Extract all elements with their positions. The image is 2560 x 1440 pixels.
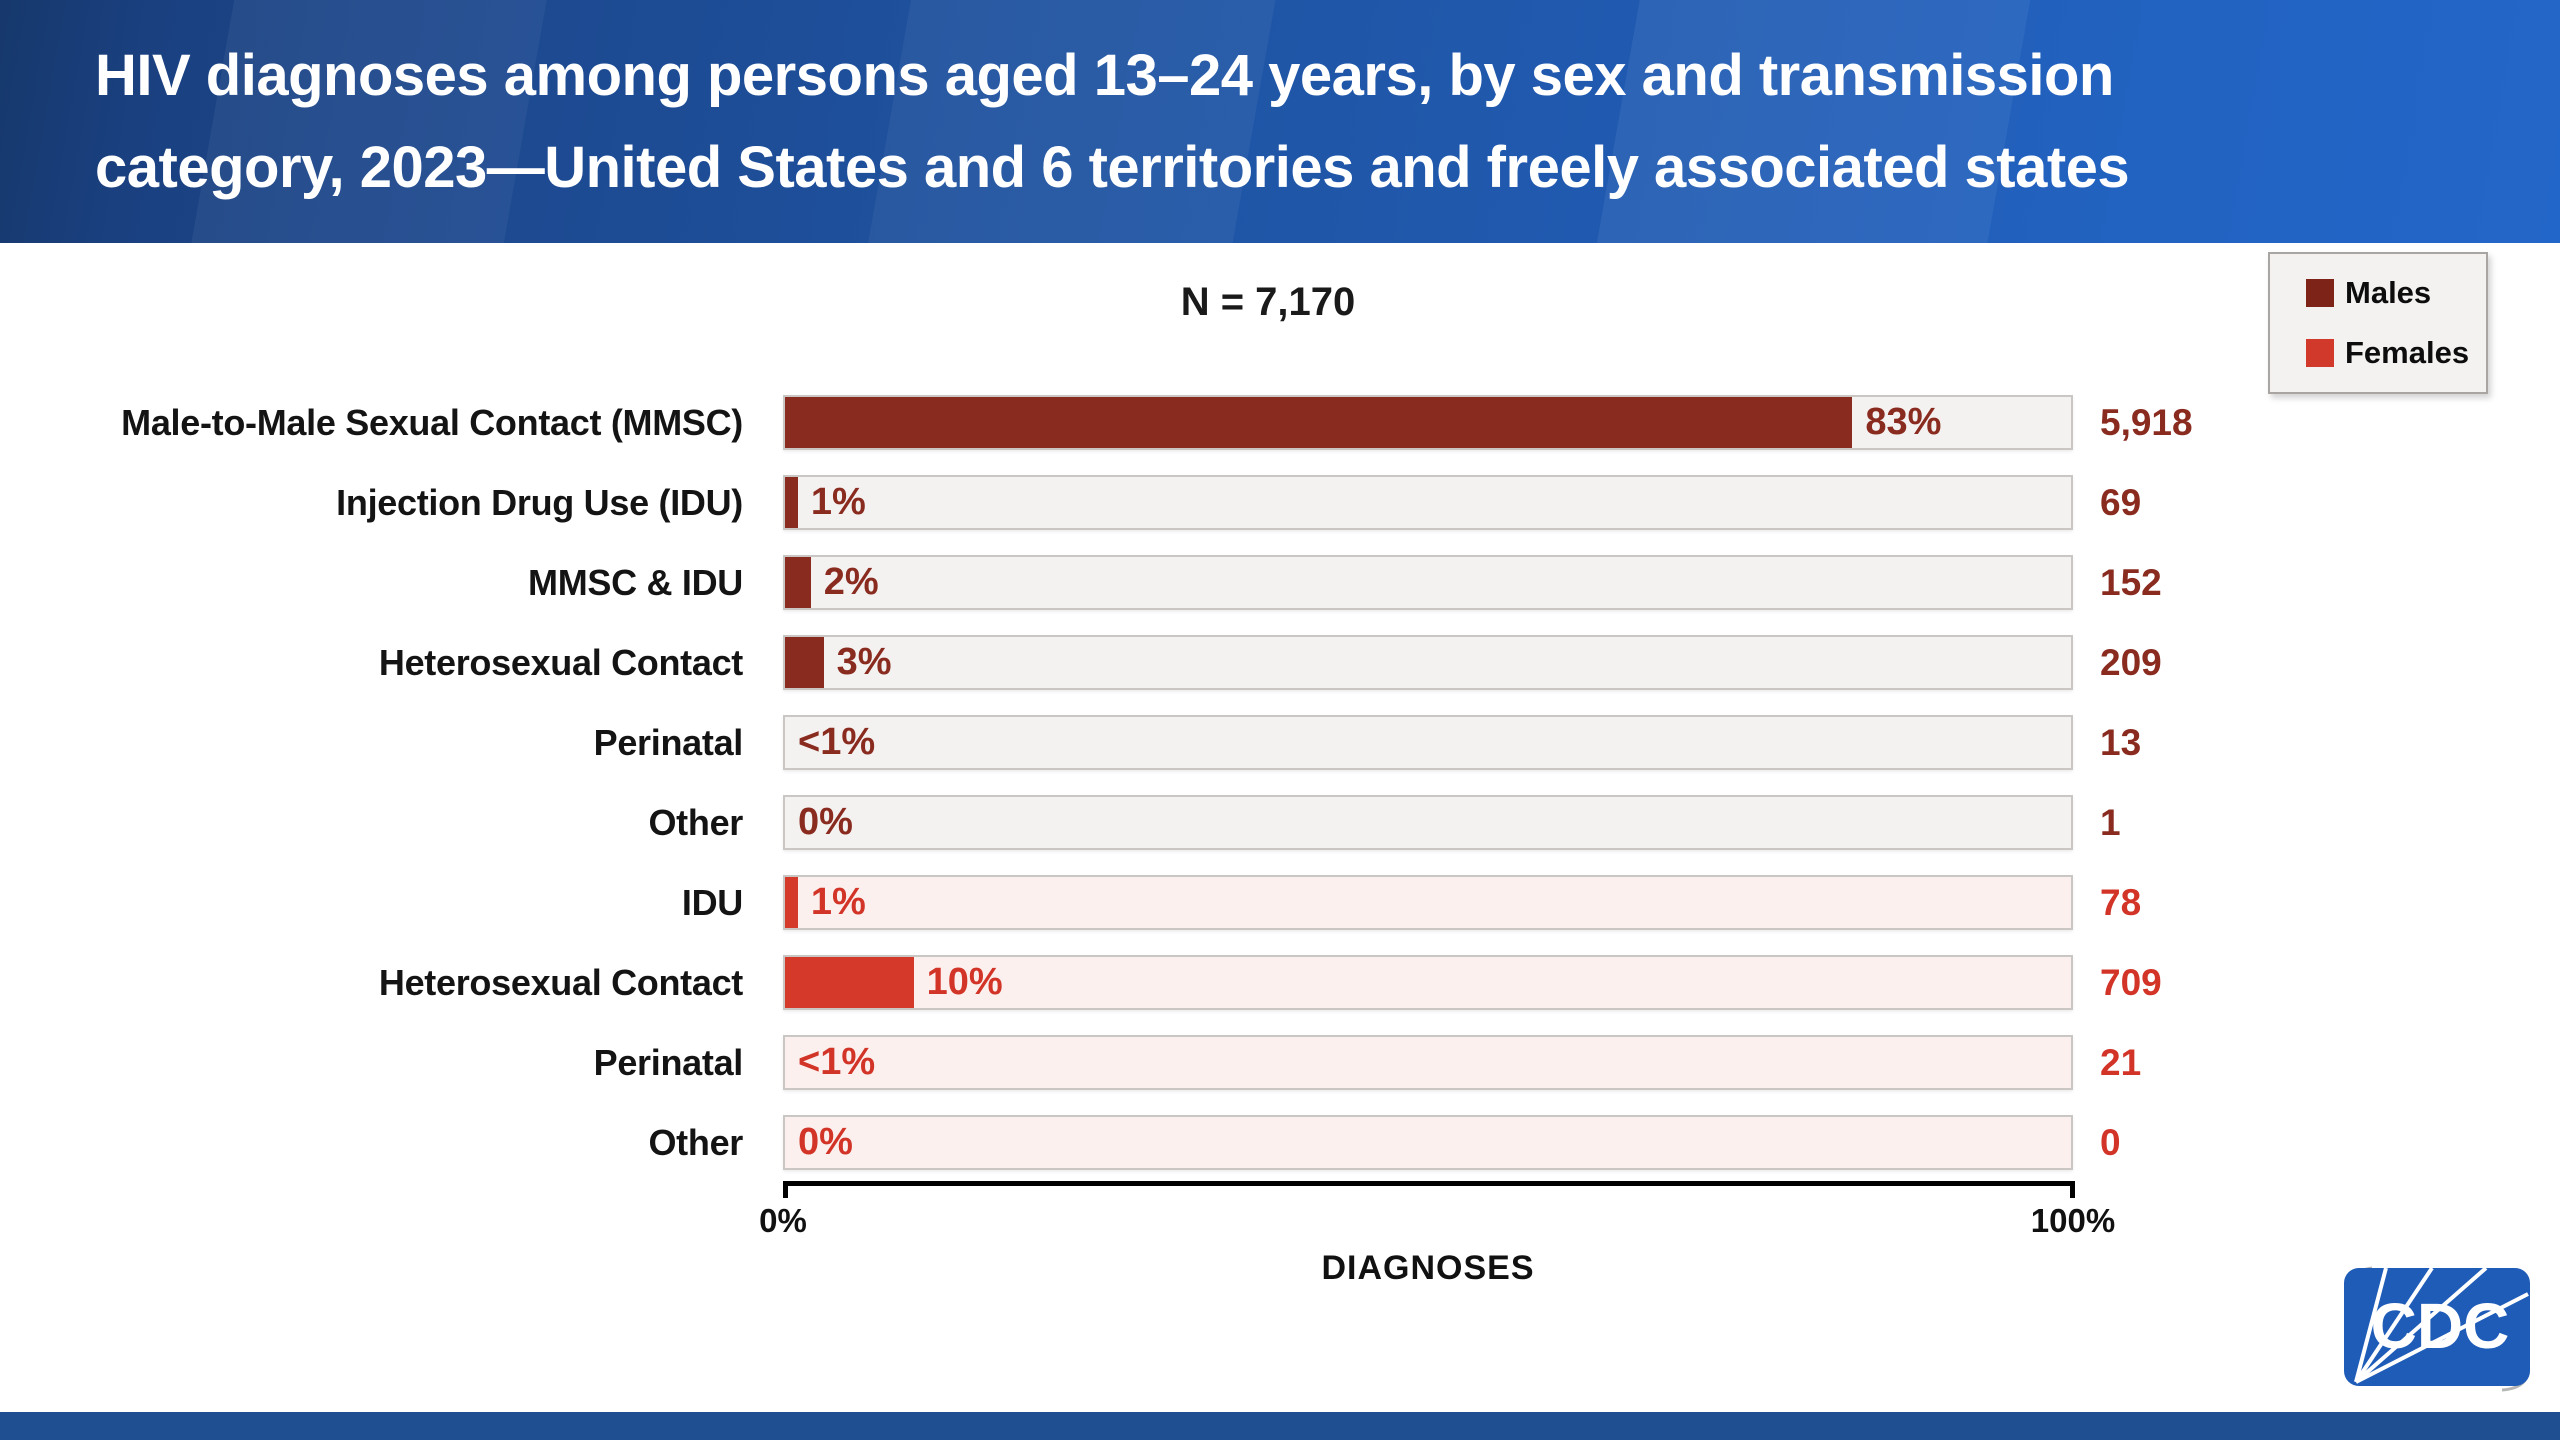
cdc-logo-text: CDC (2371, 1290, 2510, 1362)
bar-row: Other 0% 0 (60, 1115, 2193, 1170)
bar-track: 10% (783, 955, 2073, 1010)
bar-track: 2% (783, 555, 2073, 610)
bar-row: Male-to-Male Sexual Contact (MMSC) 83% 5… (60, 395, 2193, 450)
row-label: Heterosexual Contact (378, 641, 743, 683)
row-label: Male-to-Male Sexual Contact (MMSC) (121, 401, 743, 443)
bar-fill (785, 877, 798, 928)
bar-row: Perinatal <1% 21 (60, 1035, 2193, 1090)
cdc-logo: CDC (2344, 1266, 2530, 1392)
bar-fill (785, 397, 1853, 448)
bar-track: 3% (783, 635, 2073, 690)
bar-percent-label: 1% (810, 481, 866, 523)
footer-bar (0, 1412, 2560, 1440)
bar-percent-label: 1% (810, 881, 866, 923)
bar-percent-label: 3% (836, 641, 892, 683)
x-axis-tick-right (2070, 1181, 2075, 1198)
bar-percent-label: 83% (1865, 401, 1942, 443)
x-axis-tick-left (783, 1181, 788, 1198)
bar-track: 0% (783, 1115, 2073, 1170)
bar-count-value: 709 (2100, 961, 2162, 1003)
bar-count-value: 1 (2100, 801, 2121, 843)
males-swatch-icon (2306, 279, 2334, 307)
bar-count-value: 5,918 (2100, 401, 2193, 443)
bar-track: <1% (783, 1035, 2073, 1090)
bar-percent-label: 0% (798, 801, 853, 843)
bar-track: 1% (783, 875, 2073, 930)
bar-count-value: 209 (2100, 641, 2162, 683)
bar-percent-label: <1% (798, 721, 876, 763)
bar-row: Perinatal <1% 13 (60, 715, 2193, 770)
x-axis-title: DIAGNOSES (1321, 1249, 1535, 1287)
page-title: HIV diagnoses among persons aged 13–24 y… (0, 0, 2560, 214)
bar-track: <1% (783, 715, 2073, 770)
bar-fill (785, 477, 798, 528)
bar-rows: Male-to-Male Sexual Contact (MMSC) 83% 5… (60, 395, 2193, 1195)
row-label: IDU (681, 881, 743, 923)
legend-label-males: Males (2345, 275, 2432, 310)
bar-track: 83% (783, 395, 2073, 450)
bar-fill (785, 637, 824, 688)
bar-row: Other 0% 1 (60, 795, 2193, 850)
bar-percent-label: 2% (823, 561, 879, 603)
page-title-line1: HIV diagnoses among persons aged 13–24 y… (95, 43, 2114, 108)
bar-percent-label: <1% (798, 1041, 876, 1083)
row-label: Other (648, 1121, 743, 1163)
bar-fill (785, 557, 811, 608)
females-swatch-icon (2306, 339, 2334, 367)
bar-row: Heterosexual Contact 3% 209 (60, 635, 2193, 690)
bar-track: 0% (783, 795, 2073, 850)
x-axis-max-label: 100% (2030, 1202, 2116, 1239)
legend-label-females: Females (2345, 335, 2470, 370)
bar-track: 1% (783, 475, 2073, 530)
row-label: Heterosexual Contact (378, 961, 743, 1003)
bar-count-value: 0 (2100, 1121, 2121, 1163)
bar-percent-label: 10% (926, 961, 1003, 1003)
row-label: Perinatal (593, 1041, 744, 1083)
legend: Males Females (2268, 252, 2488, 394)
x-axis-min-label: 0% (759, 1202, 807, 1239)
bar-row: MMSC & IDU 2% 152 (60, 555, 2193, 610)
row-label: MMSC & IDU (528, 561, 743, 603)
row-label: Other (648, 801, 743, 843)
bar-row: IDU 1% 78 (60, 875, 2193, 930)
bar-count-value: 69 (2100, 481, 2142, 523)
legend-item-females: Females (2306, 335, 2476, 370)
bar-count-value: 21 (2100, 1041, 2142, 1083)
bar-percent-label: 0% (798, 1121, 853, 1163)
x-axis-line (783, 1181, 2075, 1186)
row-label: Perinatal (593, 721, 744, 763)
bar-fill (785, 957, 914, 1008)
bar-row: Heterosexual Contact 10% 709 (60, 955, 2193, 1010)
bar-count-value: 13 (2100, 721, 2142, 763)
bar-count-value: 78 (2100, 881, 2142, 923)
row-label: Injection Drug Use (IDU) (336, 481, 743, 523)
n-total-label: N = 7,170 (1180, 280, 1356, 324)
header-banner: HIV diagnoses among persons aged 13–24 y… (0, 0, 2560, 243)
bar-row: Injection Drug Use (IDU) 1% 69 (60, 475, 2193, 530)
legend-item-males: Males (2306, 275, 2476, 310)
bar-count-value: 152 (2100, 561, 2162, 603)
page-title-line2: category, 2023—United States and 6 terri… (95, 135, 2130, 200)
